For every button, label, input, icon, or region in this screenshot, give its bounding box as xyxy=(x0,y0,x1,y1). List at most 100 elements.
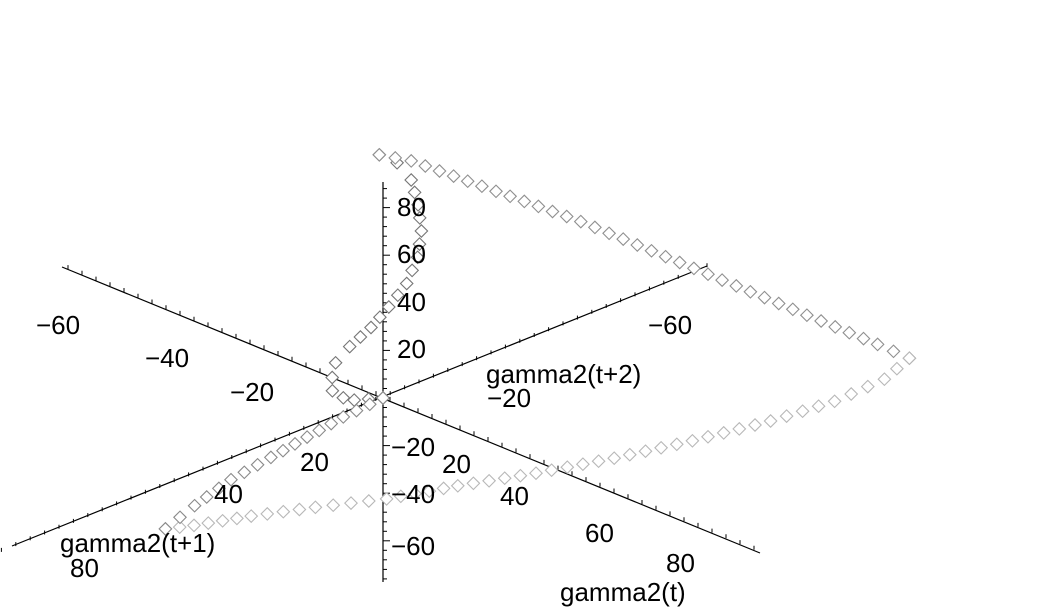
data-point-marker xyxy=(560,460,575,475)
data-point-marker xyxy=(328,355,343,370)
data-point-marker xyxy=(412,210,427,225)
data-point-marker xyxy=(716,425,731,440)
data-point-marker xyxy=(902,351,917,366)
data-point-marker xyxy=(201,516,216,531)
data-point-marker xyxy=(405,263,420,278)
data-point-marker xyxy=(418,159,433,173)
data-point-marker xyxy=(757,290,772,305)
data-point-marker xyxy=(224,472,238,487)
data-point-marker xyxy=(325,370,340,385)
data-point-marker xyxy=(672,255,687,270)
data-point-marker xyxy=(889,361,904,376)
data-point-marker xyxy=(644,243,659,258)
data-point-marker xyxy=(842,325,857,340)
data-point-marker xyxy=(349,403,364,418)
data-point-marker xyxy=(482,473,497,488)
data-point-marker xyxy=(300,430,315,445)
z-tick-label-minus-40: −40 xyxy=(391,479,435,509)
data-point-marker xyxy=(404,173,419,187)
data-point-marker xyxy=(410,250,425,265)
data-point-marker xyxy=(326,498,341,513)
data-point-marker xyxy=(414,224,429,238)
data-point-marker xyxy=(388,150,403,165)
data-point-marker xyxy=(364,320,378,335)
data-point-marker xyxy=(379,491,394,506)
data-point-marker xyxy=(372,147,387,162)
data-point-marker xyxy=(466,476,481,491)
x-tick-label-60: 60 xyxy=(585,518,614,548)
data-point-marker xyxy=(669,437,684,452)
data-point-marker xyxy=(877,372,892,387)
data-point-marker xyxy=(870,337,885,352)
y-axis-line xyxy=(11,265,708,547)
y-tick-label-80: 80 xyxy=(70,553,99,583)
y-tick-label-40: 40 xyxy=(214,479,243,509)
x-tick-label-minus-20: −20 xyxy=(230,377,274,407)
data-point-marker xyxy=(474,179,489,194)
data-point-marker xyxy=(827,394,842,409)
data-point-marker xyxy=(686,261,701,276)
data-point-marker xyxy=(715,273,730,288)
data-point-marker xyxy=(529,466,543,481)
data-point-marker xyxy=(393,489,408,504)
data-point-marker xyxy=(559,209,574,224)
z-tick-label-40: 40 xyxy=(397,287,426,317)
data-point-marker xyxy=(292,502,307,517)
data-point-marker xyxy=(187,498,202,513)
data-point-marker xyxy=(531,199,546,214)
data-point-marker xyxy=(407,185,422,200)
axes xyxy=(0,182,761,582)
data-point-marker xyxy=(158,521,173,536)
data-point-marker xyxy=(860,379,875,394)
data-point-marker xyxy=(372,310,387,325)
data-point-marker xyxy=(390,288,405,303)
y-axis-title: gamma2(t+1) xyxy=(60,528,215,558)
data-point-marker xyxy=(575,457,590,472)
data-point-marker xyxy=(573,214,588,229)
data-point-marker xyxy=(544,463,559,478)
data-point-marker xyxy=(399,276,414,291)
data-point-marker xyxy=(771,296,786,311)
data-point-marker xyxy=(654,440,669,455)
data-point-marker xyxy=(489,184,503,199)
data-point-marker xyxy=(763,414,778,428)
data-point-marker xyxy=(250,457,265,472)
data-point-marker xyxy=(701,267,715,282)
data-point-marker xyxy=(244,509,259,524)
x-tick-label-20: 20 xyxy=(442,449,471,479)
x-axis-title: gamma2(t) xyxy=(560,577,686,607)
data-point-marker xyxy=(658,249,673,264)
data-point-marker xyxy=(497,471,512,486)
data-point-marker xyxy=(336,390,351,405)
data-point-marker xyxy=(324,416,339,431)
data-point-marker xyxy=(412,237,427,252)
x-axis-line xyxy=(61,266,761,554)
data-point-marker xyxy=(263,450,278,465)
data-point-marker xyxy=(229,511,244,526)
z-tick-label-minus-60: −60 xyxy=(391,531,435,561)
data-point-marker xyxy=(607,451,622,466)
data-markers xyxy=(158,147,917,536)
data-point-marker xyxy=(342,339,357,354)
data-point-marker xyxy=(729,278,744,293)
axis-titles: gamma2(t+2) gamma2(t+1) gamma2(t) xyxy=(60,359,686,607)
data-point-marker xyxy=(856,331,871,346)
data-point-marker xyxy=(732,421,747,436)
data-point-marker xyxy=(795,404,810,419)
data-point-marker xyxy=(411,197,426,212)
data-point-marker xyxy=(545,204,560,219)
data-point-marker xyxy=(361,494,376,508)
data-point-marker xyxy=(336,409,351,424)
data-point-marker xyxy=(748,418,762,432)
data-point-marker xyxy=(460,174,475,189)
data-point-marker xyxy=(199,490,214,504)
data-point-marker xyxy=(344,496,358,511)
y-tick-label-20: 20 xyxy=(300,447,329,477)
data-point-marker xyxy=(513,468,528,483)
data-point-marker xyxy=(312,423,327,438)
data-point-marker xyxy=(260,506,275,521)
data-point-marker xyxy=(616,232,631,247)
data-point-marker xyxy=(187,518,201,533)
data-point-marker xyxy=(215,513,230,528)
